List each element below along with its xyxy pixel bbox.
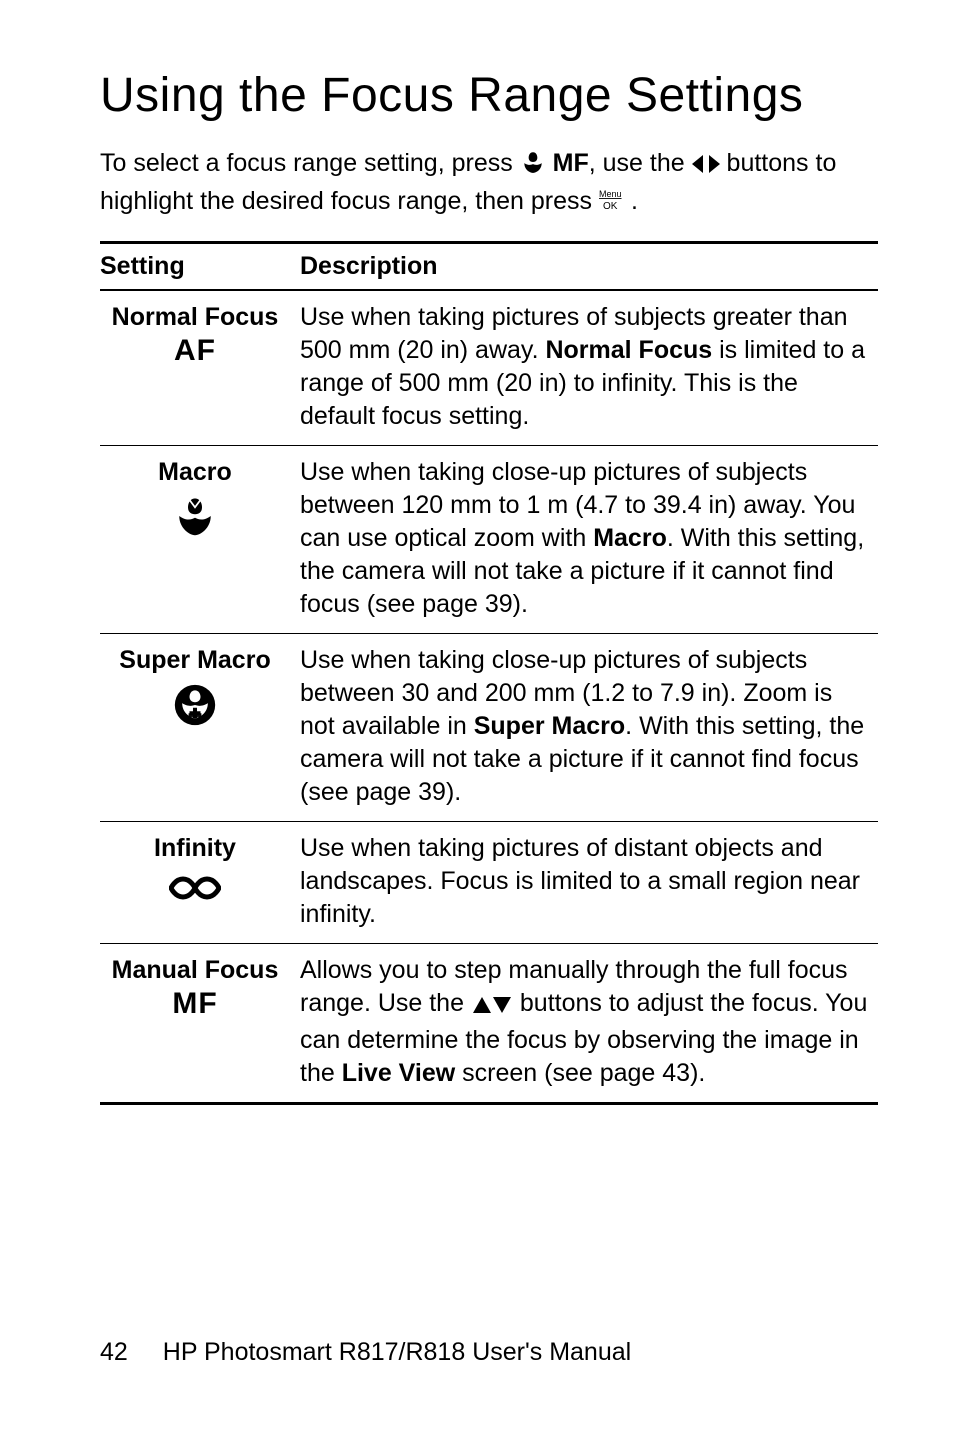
footer-manual-title: HP Photosmart R817/R818 User's Manual bbox=[163, 1338, 631, 1366]
intro-text-1: To select a focus range setting, press bbox=[100, 149, 520, 177]
description-cell: Use when taking pictures of distant obje… bbox=[300, 821, 878, 943]
settings-table: Setting Description Normal FocusAFUse wh… bbox=[100, 241, 878, 1105]
setting-sub-label: MF bbox=[100, 989, 290, 1019]
page-title: Using the Focus Range Settings bbox=[100, 68, 878, 123]
setting-name: Normal Focus bbox=[100, 301, 290, 334]
intro-text-2: , use the bbox=[589, 149, 692, 177]
desc-bold: Normal Focus bbox=[545, 336, 712, 364]
description-cell: Use when taking close-up pictures of sub… bbox=[300, 445, 878, 633]
setting-cell: Manual FocusMF bbox=[100, 943, 300, 1103]
setting-name: Manual Focus bbox=[100, 954, 290, 987]
intro-paragraph: To select a focus range setting, press M… bbox=[100, 147, 878, 223]
desc-bold: Super Macro bbox=[474, 712, 625, 740]
tulip-icon bbox=[100, 495, 290, 537]
setting-sub-label: AF bbox=[100, 336, 290, 366]
infinity-icon bbox=[100, 871, 290, 904]
intro-mf-label: MF bbox=[553, 149, 589, 177]
table-row: MacroUse when taking close-up pictures o… bbox=[100, 445, 878, 633]
description-cell: Use when taking pictures of subjects gre… bbox=[300, 290, 878, 446]
intro-text-4: . bbox=[631, 187, 638, 215]
description-cell: Allows you to step manually through the … bbox=[300, 943, 878, 1103]
table-row: Normal FocusAFUse when taking pictures o… bbox=[100, 290, 878, 446]
setting-cell: Macro bbox=[100, 445, 300, 633]
header-setting: Setting bbox=[100, 242, 300, 290]
table-row: Infinity Use when taking pictures of dist… bbox=[100, 821, 878, 943]
menu-ok-icon: Menu OK bbox=[599, 187, 631, 223]
svg-text:Menu: Menu bbox=[599, 189, 622, 199]
desc-bold: Live View bbox=[342, 1059, 456, 1087]
svg-text:OK: OK bbox=[603, 201, 618, 212]
tulip-plus-icon bbox=[100, 683, 290, 727]
header-description: Description bbox=[300, 242, 878, 290]
setting-cell: Infinity bbox=[100, 821, 300, 943]
desc-text: Use when taking pictures of distant obje… bbox=[300, 834, 860, 928]
desc-bold: Macro bbox=[593, 524, 667, 552]
setting-cell: Normal FocusAF bbox=[100, 290, 300, 446]
left-right-arrows-icon bbox=[692, 151, 720, 185]
setting-cell: Super Macro bbox=[100, 633, 300, 821]
tulip-icon bbox=[520, 149, 546, 185]
desc-text: screen (see page 43). bbox=[455, 1059, 705, 1087]
page-footer: 42 HP Photosmart R817/R818 User's Manual bbox=[100, 1338, 631, 1367]
page-number: 42 bbox=[100, 1338, 128, 1366]
description-cell: Use when taking close-up pictures of sub… bbox=[300, 633, 878, 821]
table-row: Super MacroUse when taking close-up pict… bbox=[100, 633, 878, 821]
setting-name: Super Macro bbox=[100, 644, 290, 677]
setting-name: Infinity bbox=[100, 832, 290, 865]
up-down-arrows-icon bbox=[471, 991, 513, 1024]
table-row: Manual FocusMFAllows you to step manuall… bbox=[100, 943, 878, 1103]
setting-name: Macro bbox=[100, 456, 290, 489]
